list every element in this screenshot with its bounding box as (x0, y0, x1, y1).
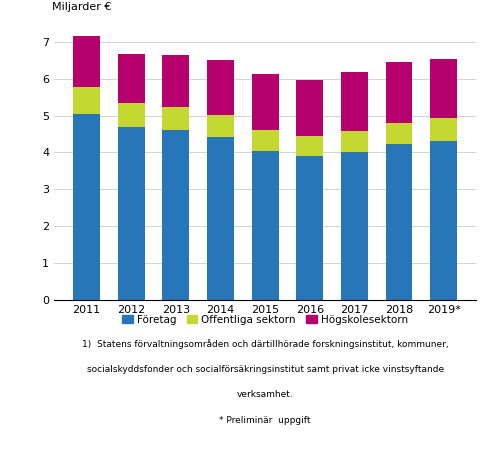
Bar (385, 62, 412, 122)
Bar (73, 114, 100, 300)
Legend: Företag, Offentliga sektorn, Högskolesektorn: Företag, Offentliga sektorn, Högskolesek… (122, 315, 408, 325)
Bar (297, 156, 323, 300)
Bar (207, 115, 234, 137)
Bar (341, 72, 368, 131)
Bar (297, 80, 323, 136)
Bar (385, 144, 412, 300)
Bar (341, 131, 368, 152)
Bar (163, 107, 189, 129)
Bar (118, 127, 145, 300)
Bar (252, 152, 278, 300)
Bar (252, 130, 278, 152)
Bar (207, 61, 234, 115)
Text: verksamhet.: verksamhet. (237, 390, 294, 399)
Bar (430, 118, 457, 140)
Bar (252, 74, 278, 130)
Bar (73, 87, 100, 114)
Bar (163, 129, 189, 300)
Bar (118, 54, 145, 103)
Bar (118, 103, 145, 127)
Text: * Preliminär  uppgift: * Preliminär uppgift (219, 416, 311, 425)
Text: 1)  Statens förvaltningsområden och därtillhörade forskningsinstitut, kommuner,: 1) Statens förvaltningsområden och därti… (82, 340, 448, 349)
Bar (430, 140, 457, 300)
Bar (385, 122, 412, 144)
Bar (297, 136, 323, 156)
Text: socialskyddsfonder och socialförsäkringsinstitut samt privat icke vinstsyftande: socialskyddsfonder och socialförsäkrings… (86, 365, 444, 374)
Bar (430, 59, 457, 118)
Text: Miljarder €: Miljarder € (52, 2, 111, 12)
Bar (73, 36, 100, 87)
Bar (207, 137, 234, 300)
Bar (163, 55, 189, 107)
Bar (341, 152, 368, 300)
